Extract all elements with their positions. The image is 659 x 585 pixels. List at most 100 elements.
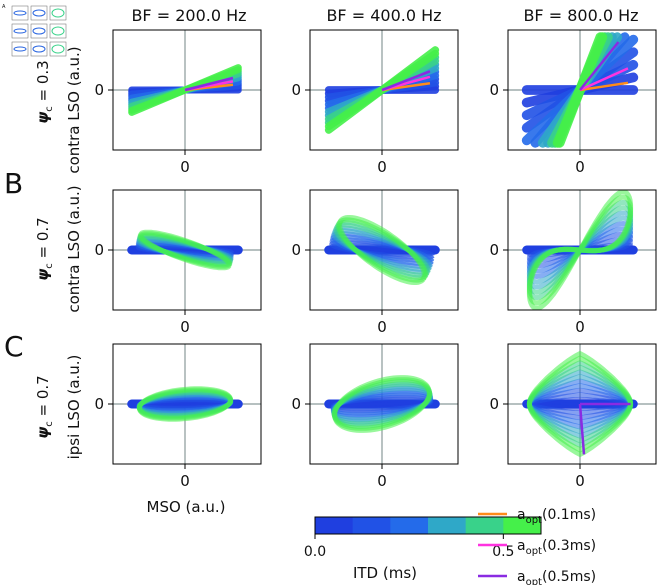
x-tick-label: 0: [377, 158, 387, 176]
trajectory-group: [522, 350, 638, 458]
legend: aopt(0.1ms) aopt(0.3ms) aopt(0.5ms): [478, 507, 596, 585]
row-ylabel-1: contra LSO (a.u.): [65, 46, 83, 173]
opt-line: [579, 67, 629, 92]
thumbnail-panel: [11, 5, 29, 21]
psi-subscript: c: [44, 263, 55, 269]
trajectory-group: [127, 386, 243, 422]
psi-subscript: c: [44, 106, 55, 112]
thumbnail-mark: [32, 45, 46, 53]
legend-entry: aopt(0.5ms): [478, 569, 596, 585]
panel-r2-c2: 00: [291, 189, 459, 336]
panel-r1-c2: 00: [291, 29, 459, 176]
x-tick-label: 0: [575, 158, 585, 176]
y-tick-label: 0: [94, 81, 104, 99]
colorbar: ITD (ms) 0.0 0.5: [304, 516, 542, 582]
thumbnail-panel: [30, 5, 48, 21]
y-tick-label: 0: [94, 395, 104, 413]
svg-text:ψc = 0.7: ψc = 0.7: [34, 375, 55, 438]
row-ylabel-2: contra LSO (a.u.): [65, 185, 83, 312]
y-tick-label: 0: [291, 241, 301, 259]
x-tick-label: 0: [377, 318, 387, 336]
row-label-1: ψc = 0.3: [34, 60, 55, 123]
trajectory-group: [324, 46, 440, 134]
x-axis-label: MSO (a.u.): [147, 498, 226, 516]
x-tick-label: 0: [377, 472, 387, 490]
legend-label: aopt(0.3ms): [517, 538, 596, 557]
thumbnail-panel: [11, 41, 29, 57]
y-tick-label: 0: [291, 395, 301, 413]
panel-r2-c1: 00: [94, 189, 262, 336]
colorbar-label: ITD (ms): [353, 564, 417, 582]
row-label-3: ψc = 0.7: [34, 375, 55, 438]
y-tick-label: 0: [489, 81, 499, 99]
colorbar-bin: [352, 517, 391, 534]
trajectory-group: [127, 229, 243, 271]
svg-text:ψc = 0.7: ψc = 0.7: [34, 217, 55, 280]
legend-label: aopt(0.1ms): [517, 507, 596, 526]
panel-r3-c3: 00: [489, 343, 657, 490]
thumbnail-panel: [11, 23, 29, 39]
ylabel-row-3: ipsi LSO (a.u.): [65, 355, 83, 460]
thumbnail-overview: A: [2, 2, 70, 64]
trajectory-group: [128, 64, 242, 116]
column-title-400hz: BF = 400.0 Hz: [326, 6, 441, 25]
itd-trajectory: [136, 386, 234, 422]
colorbar-bin: [465, 517, 504, 534]
x-tick-label: 0: [180, 318, 190, 336]
thumbnail-mark: [51, 44, 65, 54]
psi-symbol: ψ: [34, 427, 52, 439]
itd-trajectory: [332, 375, 432, 433]
x-tick-label: 0: [575, 318, 585, 336]
panel-r1-c1: 00: [94, 29, 262, 176]
y-tick-label: 0: [489, 241, 499, 259]
panel-letter-c: C: [4, 330, 24, 363]
thumbnail-mark: [51, 8, 65, 18]
thumbnail-mark: [32, 27, 46, 35]
panel-r1-c3: 00: [489, 29, 657, 176]
psi-value: = 0.7: [34, 375, 52, 421]
opt-line: [579, 41, 620, 91]
colorbar-bin: [390, 517, 429, 534]
legend-entry: aopt(0.1ms): [478, 507, 596, 526]
x-tick-label: 0: [180, 472, 190, 490]
opt-line: [184, 76, 234, 92]
panel-letter-b: B: [4, 167, 23, 200]
thumbnail-label: A: [2, 4, 6, 10]
panel-r3-c1: 00: [94, 343, 262, 490]
psi-symbol: ψ: [34, 112, 52, 124]
row-label-2: ψc = 0.7: [34, 217, 55, 280]
colorbar-frame: [314, 516, 542, 535]
itd-trajectory: [138, 229, 232, 271]
thumbnail-mark: [13, 10, 27, 16]
thumbnail-panel: [30, 41, 48, 57]
opt-line: [578, 403, 586, 455]
thumbnail-mark: [51, 26, 65, 36]
panel-r3-c2: 00: [291, 343, 459, 490]
y-tick-label: 0: [94, 241, 104, 259]
itd-trajectory: [526, 190, 634, 310]
thumbnail-grid: [11, 5, 67, 57]
opt-line: [381, 70, 431, 92]
x-tick-label: 0: [575, 472, 585, 490]
ylabel-row-2: contra LSO (a.u.): [65, 185, 83, 312]
trajectory-group: [324, 215, 440, 285]
column-title-200hz: BF = 200.0 Hz: [131, 6, 246, 25]
column-title-800hz: BF = 800.0 Hz: [523, 6, 638, 25]
thumbnail-panel: [30, 23, 48, 39]
row-ylabel-3: ipsi LSO (a.u.): [65, 355, 83, 460]
panel-r2-c3: 00: [489, 189, 657, 336]
colorbar-tick-label: 0.5: [492, 544, 514, 560]
colorbar-tick-label: 0.0: [304, 544, 326, 560]
psi-value: = 0.3: [34, 60, 52, 106]
legend-label: aopt(0.5ms): [517, 569, 596, 585]
thumbnail-mark: [13, 46, 27, 52]
x-tick-label: 0: [180, 158, 190, 176]
ylabel-row-1: contra LSO (a.u.): [65, 46, 83, 173]
opt-line: [579, 81, 629, 92]
y-tick-label: 0: [291, 81, 301, 99]
trajectory-group: [522, 190, 638, 310]
thumbnail-mark: [13, 28, 27, 34]
colorbar-bin: [503, 517, 542, 534]
